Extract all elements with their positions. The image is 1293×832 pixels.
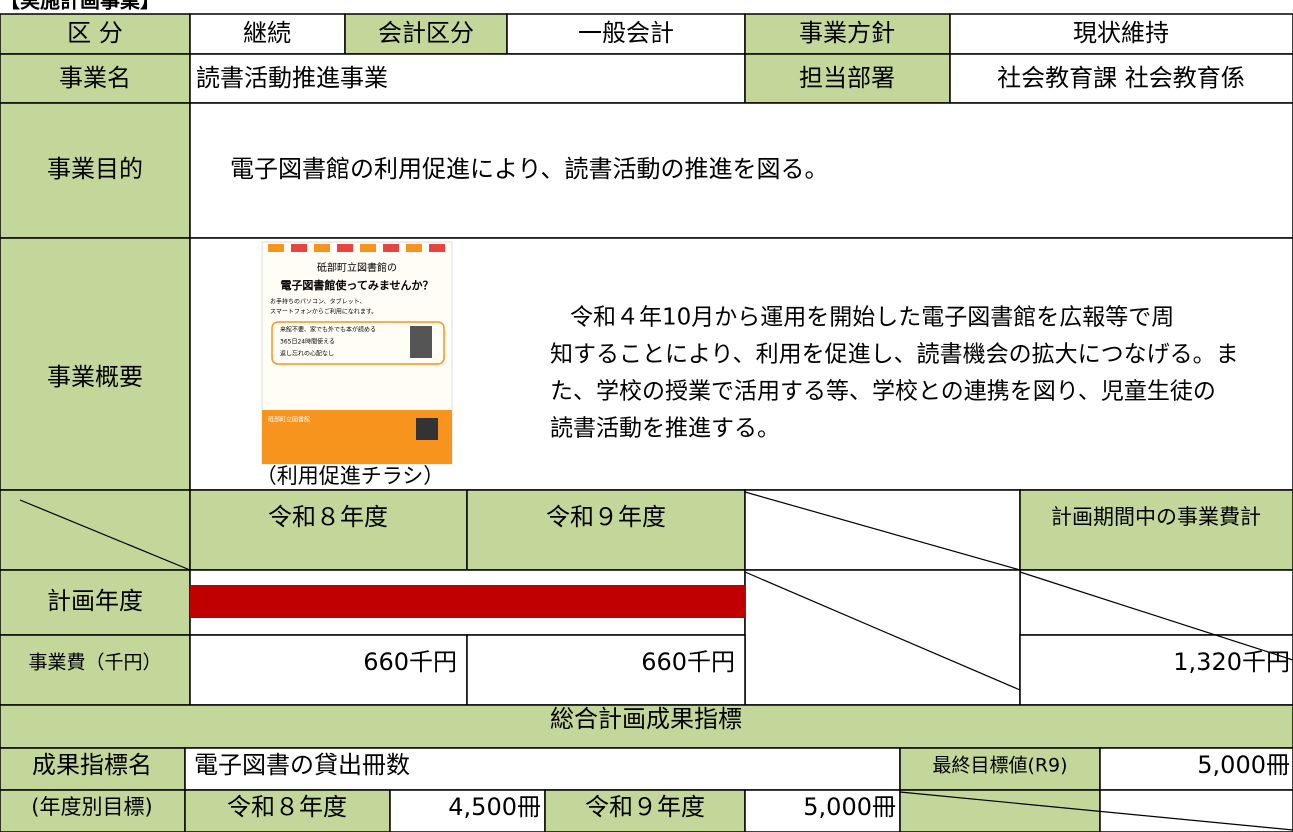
table-cell [544,789,746,832]
flyer-book-icon [268,244,284,252]
table-cell [1019,569,1293,636]
cell-text: 総合計画成果指標 [550,705,742,733]
flyer-book-icon [406,244,422,252]
cell-text: 会計区分 [378,19,474,47]
cell-text: 社会教育課 社会教育係 [997,64,1245,92]
flyer-book-icon [337,244,353,252]
table-cell [184,789,391,832]
table-cell [0,53,191,104]
cell-text: 令和８年度 [227,793,347,821]
table-cell [506,13,746,55]
table-cell [744,489,1021,571]
table-cell [1099,747,1293,791]
flyer-text: 砥部町立図書館 [268,416,310,424]
table-cell [0,789,186,832]
cell-text: 計画期間中の事業費計 [1051,505,1261,529]
table-cell [466,634,746,706]
diagonal-line [19,499,191,571]
cell-text: 5,000冊 [1197,751,1290,779]
diagonal-line [744,491,1021,571]
flyer-text: 返し忘れの心配なし [280,350,334,358]
cell-text: 660千円 [641,648,735,676]
cell-text: 区 分 [67,19,123,47]
table-cell [189,102,1293,239]
flyer-book-icon [429,244,445,252]
table-cell [949,53,1293,104]
table-cell [189,634,468,706]
cell-text: 令和４年10月から運用を開始した電子図書館を広報等で周 [570,305,1174,331]
table-cell [899,789,1101,832]
cell-text: 事業方針 [799,19,895,47]
table-cell [1019,489,1293,571]
diagonal-line [899,791,1293,831]
table-cell [189,489,468,571]
flyer-text: 電子図書館使ってみませんか？ [280,278,433,292]
cell-text: 電子図書の貸出冊数 [194,751,410,779]
table-cell [1019,634,1293,706]
cell-text: 事業名 [59,64,131,92]
table-cell [949,13,1293,55]
cell-text: 事業目的 [47,155,143,183]
table-cell [744,13,951,55]
cell-text: 現状維持 [1073,19,1169,47]
cell-text: 令和８年度 [268,503,388,531]
flyer-text: お手持ちのパソコン、タブレット、 [270,298,366,306]
cell-text: 継続 [243,19,291,47]
cell-text: 1,320千円 [1173,648,1290,676]
table-cell [0,237,191,491]
schedule-bar [190,585,745,618]
table-cell [0,704,1293,749]
flyer-book-icon [291,244,307,252]
cell-text: 令和９年度 [585,793,705,821]
page-title: 【実施計画事業】 [0,0,160,13]
flyer-book-icon [360,244,376,252]
diagonal-line [744,571,1021,691]
cell-text: 事業費（千円） [28,652,161,674]
flyer-text: 砥部町立図書館の [317,261,397,274]
flyer-text: 365日24時間使える [280,338,335,346]
table-cell [466,489,746,571]
table-cell [744,789,901,832]
cell-text: 読書活動推進事業 [196,64,388,92]
cell-text: 660千円 [363,648,457,676]
table-cell [389,789,546,832]
flyer-feature-box [271,321,445,365]
cell-text: 4,500冊 [448,793,541,821]
cell-text: 一般会計 [578,19,674,47]
flyer-text: スマートフォンからご利用になれます。 [270,308,377,316]
table-cell [184,747,901,791]
cell-text: 5,000冊 [803,793,896,821]
cell-text: 令和９年度 [546,503,666,531]
cell-text: 事業概要 [47,363,143,391]
cell-text: (年度別目標) [31,795,152,819]
flyer-book-icon [383,244,399,252]
cell-text: 読書活動を推進する。 [550,416,780,442]
table-cell [1099,789,1293,832]
table-cell [189,13,346,55]
table-cell [0,569,191,636]
flyer-tablet [410,326,432,358]
cell-text: 最終目標値(R9) [932,755,1067,777]
flyer-qr [416,418,438,440]
cell-text: 計画年度 [47,587,143,615]
flyer-book-icon [314,244,330,252]
table-cell [0,634,191,706]
cell-text: 成果指標名 [32,751,152,779]
cell-text: 電子図書館の利用促進により、読書活動の推進を図る。 [230,155,829,183]
flyer-caption: （利用促進チラシ） [256,464,445,488]
diagonal-line [1019,571,1293,661]
flyer-text: 来館不要、家でも外でも本が読める [280,326,376,334]
cell-text: 担当部署 [799,64,895,92]
table-cell [899,747,1101,791]
cell-text: た、学校の授業で活用する等、学校との連携を図り、児童生徒の [550,379,1216,405]
cell-text: 知することにより、利用を促進し、読書機会の拡大につなげる。ま [550,342,1239,368]
